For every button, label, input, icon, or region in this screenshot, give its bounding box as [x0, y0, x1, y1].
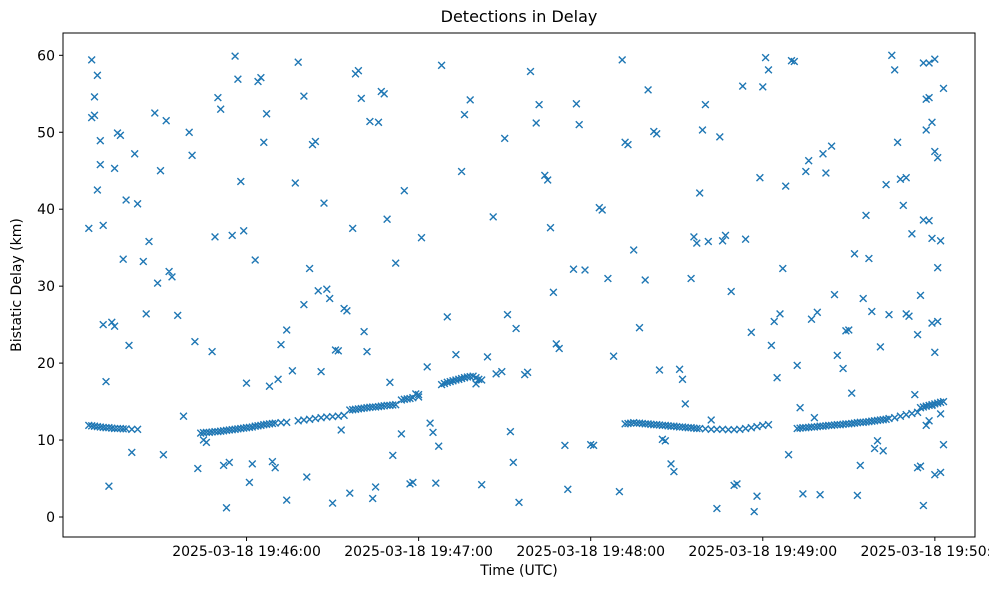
y-tick-label: 40 [37, 202, 55, 218]
y-tick-label: 30 [37, 279, 55, 295]
y-tick-label: 60 [37, 48, 55, 64]
y-tick-label: 50 [37, 125, 55, 141]
x-tick-label: 2025-03-18 19:47:00 [344, 544, 493, 560]
chart-title: Detections in Delay [440, 7, 598, 26]
y-tick-label: 0 [46, 510, 55, 526]
x-tick-label: 2025-03-18 19:49:00 [688, 544, 837, 560]
x-tick-label: 2025-03-18 19:50:00 [860, 544, 989, 560]
x-tick-label: 2025-03-18 19:48:00 [516, 544, 665, 560]
x-tick-label: 2025-03-18 19:46:00 [172, 544, 321, 560]
x-axis-label: Time (UTC) [480, 563, 558, 579]
y-tick-label: 20 [37, 356, 55, 372]
y-tick-label: 10 [37, 433, 55, 449]
plot-frame [62, 32, 976, 538]
scatter-points [84, 51, 948, 516]
